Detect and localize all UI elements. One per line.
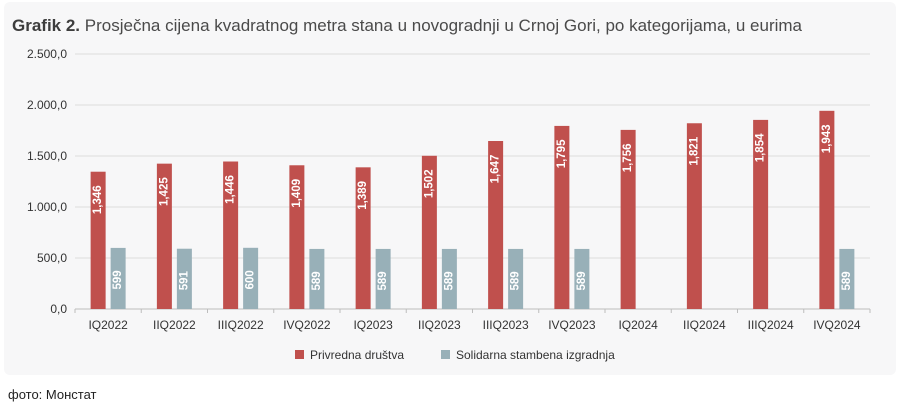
data-label-privredna-drustva: 1,502 — [423, 169, 435, 198]
x-category-label: IQ2022 — [88, 318, 128, 332]
data-label-solidarna-izgradnja: 600 — [245, 270, 257, 289]
bar-privredna-drustva — [156, 163, 172, 309]
x-category-label: IVQ2023 — [548, 318, 596, 332]
bar-solidarna-izgradnja — [375, 248, 391, 309]
photo-credit: фото: Монстат — [8, 387, 97, 402]
data-label-privredna-drustva: 1,821 — [688, 136, 700, 165]
x-category-label: IIIQ2022 — [218, 318, 264, 332]
bar-privredna-drustva — [289, 165, 305, 309]
x-category-label: IIIQ2024 — [748, 318, 794, 332]
chart-title-text: Prosječna cijena kvadratnog metra stana … — [84, 16, 802, 35]
legend-label-privredna-drustva: Privredna društva — [310, 348, 404, 362]
y-tick-label: 500,0 — [37, 251, 67, 265]
bar-privredna-drustva — [355, 167, 371, 309]
data-label-privredna-drustva: 1,756 — [622, 143, 634, 172]
y-tick-label: 2.500,0 — [27, 47, 67, 61]
bar-privredna-drustva — [223, 161, 239, 309]
x-category-label: IVQ2022 — [283, 318, 331, 332]
y-tick-label: 1.500,0 — [27, 149, 67, 163]
bar-solidarna-izgradnja — [243, 247, 259, 309]
chart-title-label: Grafik 2. — [12, 16, 81, 35]
data-label-privredna-drustva: 1,425 — [158, 177, 170, 206]
data-label-privredna-drustva: 1,446 — [225, 175, 237, 204]
data-label-privredna-drustva: 1,795 — [556, 139, 568, 168]
bar-privredna-drustva — [819, 110, 835, 310]
bar-solidarna-izgradnja — [110, 247, 126, 309]
bar-solidarna-izgradnja — [176, 248, 192, 309]
bar-privredna-drustva — [620, 129, 636, 309]
x-category-label: IIQ2024 — [683, 318, 726, 332]
bar-privredna-drustva — [753, 119, 769, 309]
data-label-solidarna-izgradnja: 589 — [841, 271, 853, 290]
x-category-label: IVQ2024 — [813, 318, 861, 332]
data-label-privredna-drustva: 1,943 — [821, 124, 833, 153]
y-tick-label: 1.000,0 — [27, 200, 67, 214]
data-label-solidarna-izgradnja: 589 — [377, 271, 389, 290]
data-label-solidarna-izgradnja: 589 — [576, 271, 588, 290]
data-label-privredna-drustva: 1,346 — [92, 185, 104, 214]
bar-solidarna-izgradnja — [574, 248, 590, 309]
data-label-solidarna-izgradnja: 589 — [311, 271, 323, 290]
legend-swatch-solidarna-izgradnja — [441, 350, 450, 359]
chart-card: Grafik 2. Prosječna cijena kvadratnog me… — [4, 2, 896, 375]
x-category-label: IIIQ2023 — [483, 318, 529, 332]
bar-solidarna-izgradnja — [441, 248, 457, 309]
x-category-label: IQ2023 — [353, 318, 393, 332]
data-label-solidarna-izgradnja: 591 — [178, 271, 190, 291]
bar-privredna-drustva — [90, 171, 106, 309]
x-category-label: IQ2024 — [618, 318, 658, 332]
y-tick-label: 0,0 — [50, 302, 67, 316]
chart-title: Grafik 2. Prosječna cijena kvadratnog me… — [12, 16, 802, 36]
data-label-privredna-drustva: 1,409 — [291, 179, 303, 208]
data-label-solidarna-izgradnja: 589 — [510, 271, 522, 290]
x-category-label: IIQ2023 — [418, 318, 461, 332]
data-label-privredna-drustva: 1,854 — [755, 133, 767, 162]
data-label-solidarna-izgradnja: 599 — [112, 270, 124, 289]
y-tick-label: 2.000,0 — [27, 98, 67, 112]
bar-solidarna-izgradnja — [839, 248, 855, 309]
bar-privredna-drustva — [686, 123, 702, 310]
legend-label-solidarna-izgradnja: Solidarna stambena izgradnja — [456, 348, 615, 362]
x-category-label: IIQ2022 — [153, 318, 196, 332]
data-label-solidarna-izgradnja: 589 — [443, 271, 455, 290]
data-label-privredna-drustva: 1,389 — [357, 181, 369, 210]
bar-chart: 0,0 500,0 1.000,0 1.500,0 2.000,0 2.500,0 1,34… — [27, 47, 871, 362]
bar-privredna-drustva — [554, 125, 570, 309]
data-label-privredna-drustva: 1,647 — [490, 155, 502, 184]
legend-swatch-privredna-drustva — [295, 350, 304, 359]
bar-solidarna-izgradnja — [508, 248, 524, 309]
bar-privredna-drustva — [488, 141, 504, 309]
bar-privredna-drustva — [421, 155, 437, 309]
bar-solidarna-izgradnja — [309, 248, 325, 309]
